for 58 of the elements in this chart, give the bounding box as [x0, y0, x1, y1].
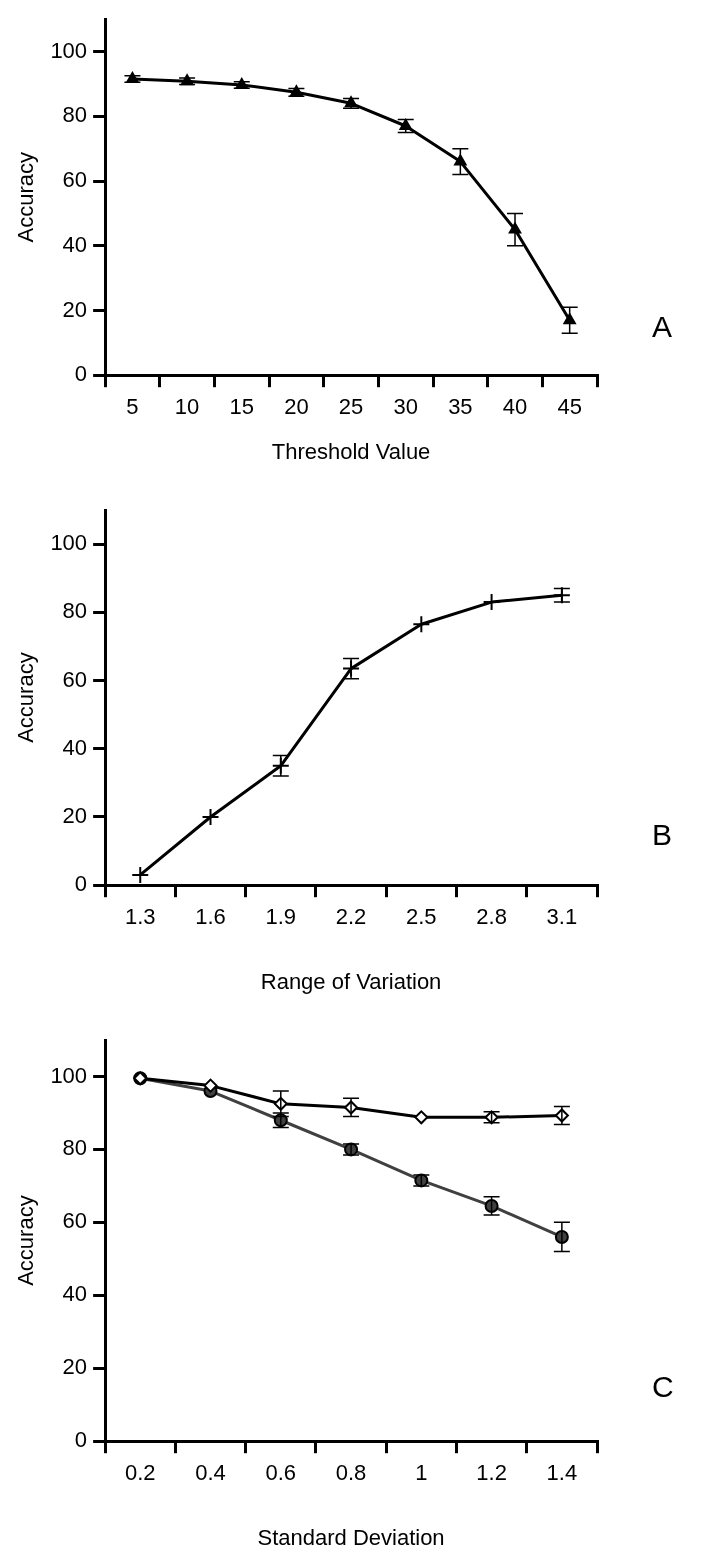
x-tick-label: 2.2	[335, 904, 367, 930]
x-tick-label: 20	[284, 394, 309, 420]
text: C	[652, 1370, 674, 1404]
point	[414, 1110, 429, 1125]
y-tick-label: 0	[74, 361, 88, 387]
x-axis-title: Range of Variation	[260, 968, 442, 994]
x-tick-label: 0.8	[335, 1460, 367, 1486]
x-tick-label: 1.6	[195, 904, 226, 930]
text: B	[652, 817, 673, 851]
y-tick-label: 60	[62, 666, 88, 692]
x-tick-label: 1.4	[546, 1460, 578, 1486]
y-tick-label: 100	[50, 1062, 88, 1088]
y-tick-label: 20	[62, 1354, 88, 1380]
point	[482, 593, 501, 612]
x-tick-label: 1.9	[265, 904, 297, 930]
y-tick-label: 100	[50, 530, 88, 556]
text: A	[652, 310, 673, 344]
x-tick-label: 1.2	[476, 1460, 507, 1486]
point	[454, 154, 467, 166]
x-tick-label: 30	[393, 394, 418, 420]
y-tick-label: 60	[62, 167, 88, 193]
x-tick-label: 35	[448, 394, 473, 420]
x-tick-label: 2.8	[476, 904, 507, 930]
y-axis-title: Accuracy	[13, 1195, 39, 1286]
y-axis-title: Accuracy	[13, 652, 39, 743]
point	[131, 865, 150, 884]
x-tick-label: 5	[126, 394, 139, 420]
y-tick-label: 80	[62, 102, 88, 128]
x-tick-label: 2.5	[406, 904, 437, 930]
y-axis-title: Accuracy	[13, 151, 39, 243]
x-tick-label: 0.6	[265, 1460, 297, 1486]
y-tick-label: 80	[62, 598, 88, 624]
y-tick-label: 0	[74, 1427, 88, 1453]
x-tick-label: 3.1	[546, 904, 578, 930]
y-tick-label: 0	[74, 871, 88, 897]
x-tick-label: 25	[338, 394, 364, 420]
x-axis-title: Standard Deviation	[257, 1524, 445, 1550]
y-tick-label: 100	[50, 37, 88, 63]
y-tick-label: 40	[62, 1281, 88, 1307]
x-axis-title: Threshold Value	[271, 438, 431, 464]
x-tick-label: 10	[174, 394, 200, 420]
x-tick-label: 1.3	[124, 904, 156, 930]
y-tick-label: 80	[62, 1135, 88, 1161]
y-tick-label: 20	[62, 296, 88, 322]
x-tick-label: 0.4	[195, 1460, 226, 1486]
y-tick-label: 20	[62, 803, 88, 829]
x-tick-label: 0.2	[124, 1460, 156, 1486]
point	[201, 807, 220, 826]
x-tick-label: 1	[415, 1460, 428, 1486]
point	[399, 119, 412, 130]
y-tick-label: 40	[62, 231, 88, 257]
x-tick-label: 45	[557, 394, 582, 420]
point	[412, 615, 431, 634]
y-tick-label: 60	[62, 1208, 88, 1234]
y-tick-label: 40	[62, 734, 88, 760]
x-tick-label: 40	[502, 394, 528, 420]
x-tick-label: 15	[229, 394, 254, 420]
point	[203, 1078, 218, 1093]
